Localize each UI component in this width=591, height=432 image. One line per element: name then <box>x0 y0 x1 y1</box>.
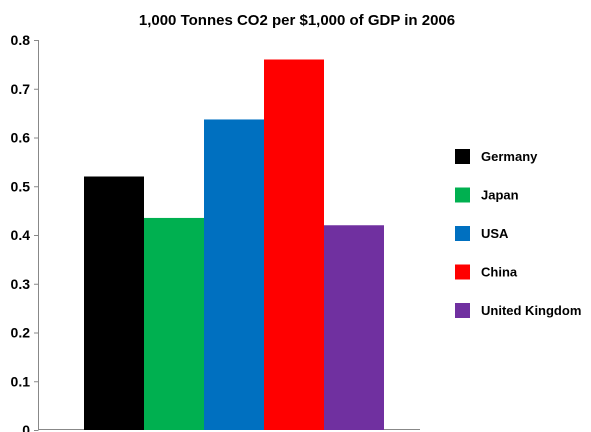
y-axis-ticks: 0 0.1 0.2 0.3 0.4 0.5 0.6 0.7 0.8 <box>11 32 39 432</box>
y-tick-label: 0.8 <box>11 32 31 48</box>
y-tick-label: 0.3 <box>11 276 31 292</box>
y-tick-label: 0.7 <box>11 81 31 97</box>
legend-label: China <box>481 265 518 280</box>
y-tick-label: 0.2 <box>11 325 31 341</box>
legend-label: United Kingdom <box>481 303 581 318</box>
bar-united-kingdom <box>324 225 384 430</box>
chart-title: 1,000 Tonnes CO2 per $1,000 of GDP in 20… <box>139 12 455 29</box>
legend-swatch <box>455 149 470 164</box>
y-tick-label: 0.6 <box>11 130 31 146</box>
legend-swatch <box>455 303 470 318</box>
y-tick-label: 0.1 <box>11 373 31 389</box>
bar-germany <box>84 176 144 430</box>
bar-usa <box>204 119 264 431</box>
y-tick-label: 0.5 <box>11 178 31 194</box>
legend-label: Japan <box>481 188 519 203</box>
y-tick-label: 0 <box>22 422 30 432</box>
legend: Germany Japan USA China United Kingdom <box>455 149 581 318</box>
bar-japan <box>144 217 204 430</box>
bar-china <box>264 59 324 430</box>
legend-swatch <box>455 187 470 203</box>
legend-swatch <box>455 226 470 241</box>
legend-label: USA <box>481 226 509 241</box>
y-tick-label: 0.4 <box>11 227 31 243</box>
legend-swatch <box>455 264 470 280</box>
bars <box>84 59 384 431</box>
legend-label: Germany <box>481 149 538 164</box>
